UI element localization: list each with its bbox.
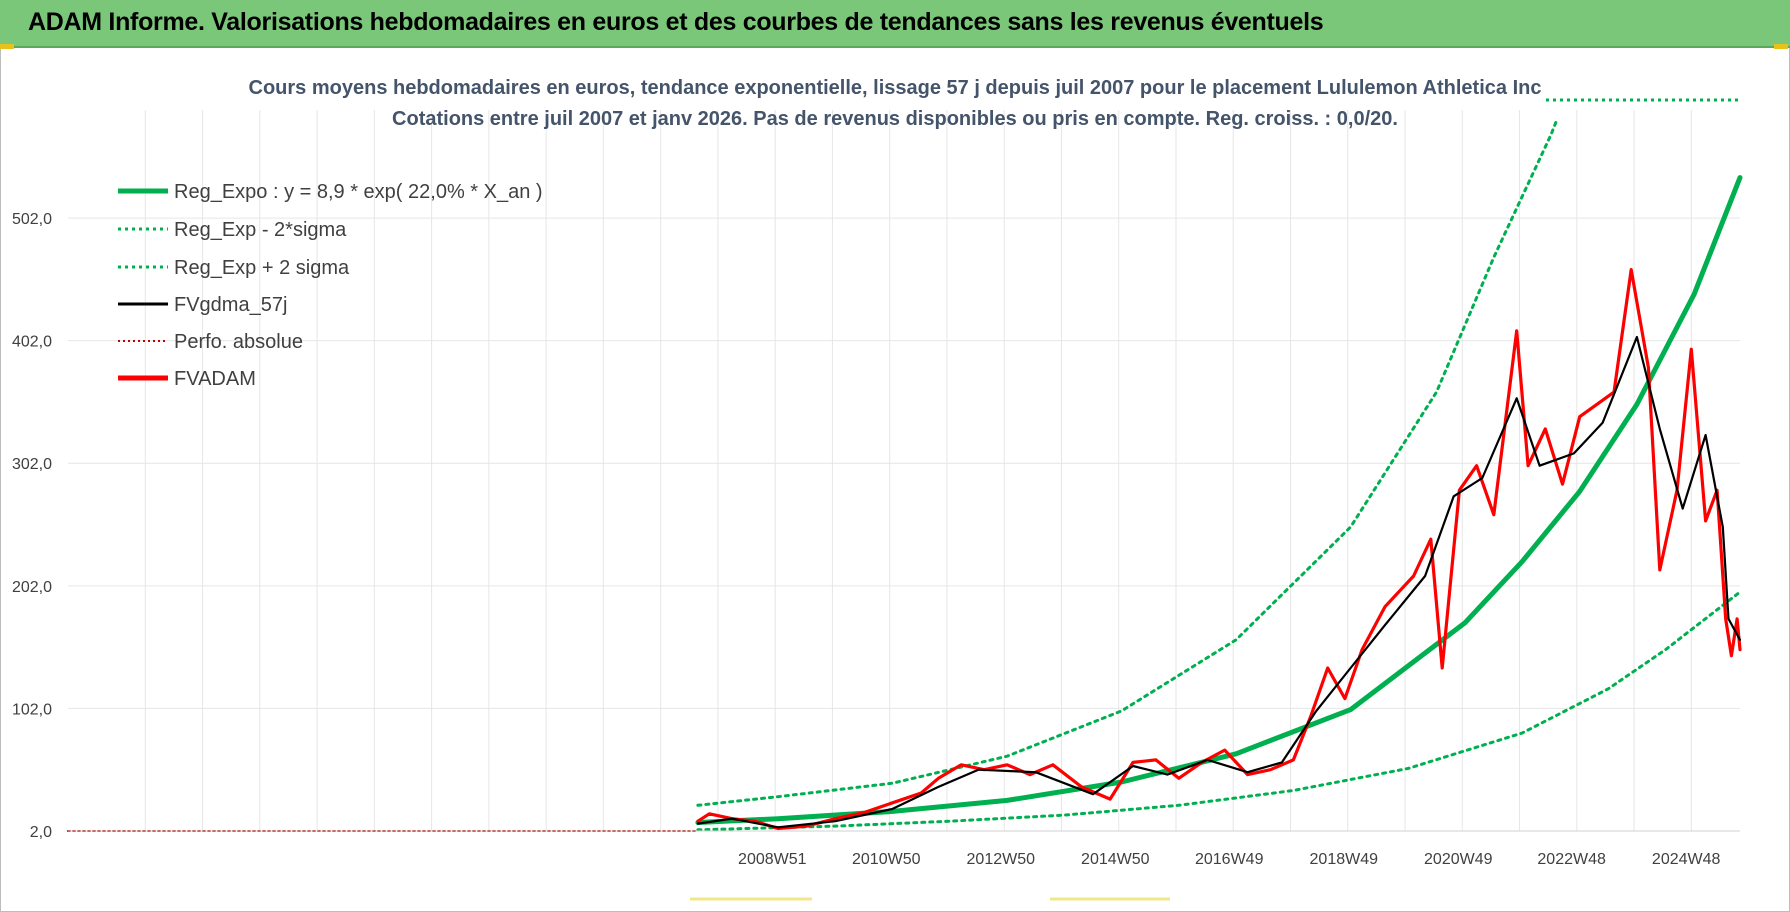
- y-tick-label: 2,0: [30, 824, 52, 841]
- x-tick-label: 2014W50: [1081, 851, 1150, 868]
- x-tick-label: 2010W50: [852, 851, 921, 868]
- x-tick-label: 2012W50: [967, 851, 1036, 868]
- legend-label-fvadam: FVADAM: [174, 368, 256, 390]
- y-tick-label: 302,0: [12, 456, 52, 473]
- chart-subtitle: Cotations entre juil 2007 et janv 2026. …: [392, 108, 1398, 130]
- y-tick-label: 402,0: [12, 334, 52, 351]
- series-line-3: [696, 335, 1742, 829]
- y-tick-label: 102,0: [12, 701, 52, 718]
- x-tick-label: 2008W51: [738, 851, 807, 868]
- y-tick-label: 202,0: [12, 579, 52, 596]
- series-line-1: [696, 590, 1742, 832]
- series-line-0: [695, 175, 1743, 825]
- x-tick-label: 2024W48: [1652, 851, 1721, 868]
- report-title: ADAM Informe. Valorisations hebdomadaire…: [28, 8, 1324, 36]
- legend-label-perfo-absolue: Perfo. absolue: [174, 331, 303, 353]
- x-tick-label: 2016W49: [1195, 851, 1264, 868]
- corner-marker-right: [1774, 44, 1788, 49]
- legend-label-reg-expo: Reg_Expo : y = 8,9 * exp( 22,0% * X_an ): [174, 181, 543, 203]
- x-tick-label: 2022W48: [1537, 851, 1606, 868]
- x-tick-label: 2018W49: [1310, 851, 1379, 868]
- x-tick-label: 2020W49: [1424, 851, 1493, 868]
- legend: Reg_Expo : y = 8,9 * exp( 22,0% * X_an )…: [118, 181, 543, 390]
- grid: [68, 110, 1740, 832]
- x-axis-ticks: 2008W51 2010W50 2012W50 2014W50 2016W49 2018W…: [738, 851, 1720, 868]
- series-line-2: [696, 118, 1559, 807]
- legend-label-reg-exp-plus: Reg_Exp + 2 sigma: [174, 257, 350, 279]
- chart-title: Cours moyens hebdomadaires en euros, ten…: [249, 77, 1542, 99]
- corner-marker-left: [0, 44, 14, 49]
- legend-label-fvgdma: FVgdma_57j: [174, 294, 287, 316]
- report-banner: ADAM Informe. Valorisations hebdomadaire…: [0, 0, 1790, 48]
- y-axis-ticks: 2,0 102,0 202,0 302,0 402,0 502,0: [12, 211, 52, 841]
- legend-label-reg-exp-minus: Reg_Exp - 2*sigma: [174, 219, 347, 241]
- series-line-5: [696, 268, 1742, 831]
- y-tick-label: 502,0: [12, 211, 52, 228]
